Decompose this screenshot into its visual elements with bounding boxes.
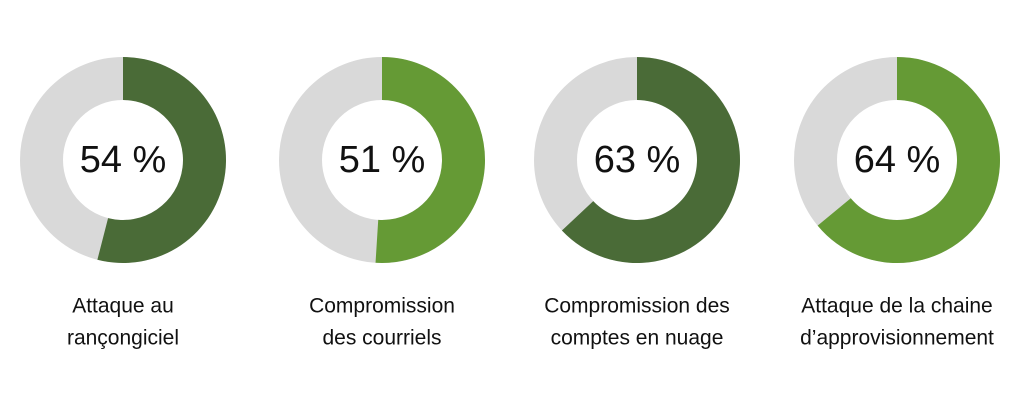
category-label: des courriels (322, 327, 441, 350)
value-label: 64 % (854, 139, 941, 181)
donut-segment (375, 57, 486, 264)
donut-segment (817, 57, 1001, 264)
category-label: rançongiciel (67, 327, 179, 350)
donut-segment (561, 57, 741, 263)
category-label: Compromission (309, 295, 455, 318)
value-label: 51 % (339, 139, 426, 181)
category-label: comptes en nuage (551, 327, 724, 350)
donut-segment (97, 57, 227, 263)
category-label: Compromission des (544, 295, 730, 318)
category-label: Attaque de la chaine (801, 295, 992, 318)
category-label: Attaque au (72, 295, 174, 318)
value-label: 54 % (80, 139, 167, 181)
value-label: 63 % (594, 139, 681, 181)
category-label: d’approvisionnement (800, 327, 994, 350)
